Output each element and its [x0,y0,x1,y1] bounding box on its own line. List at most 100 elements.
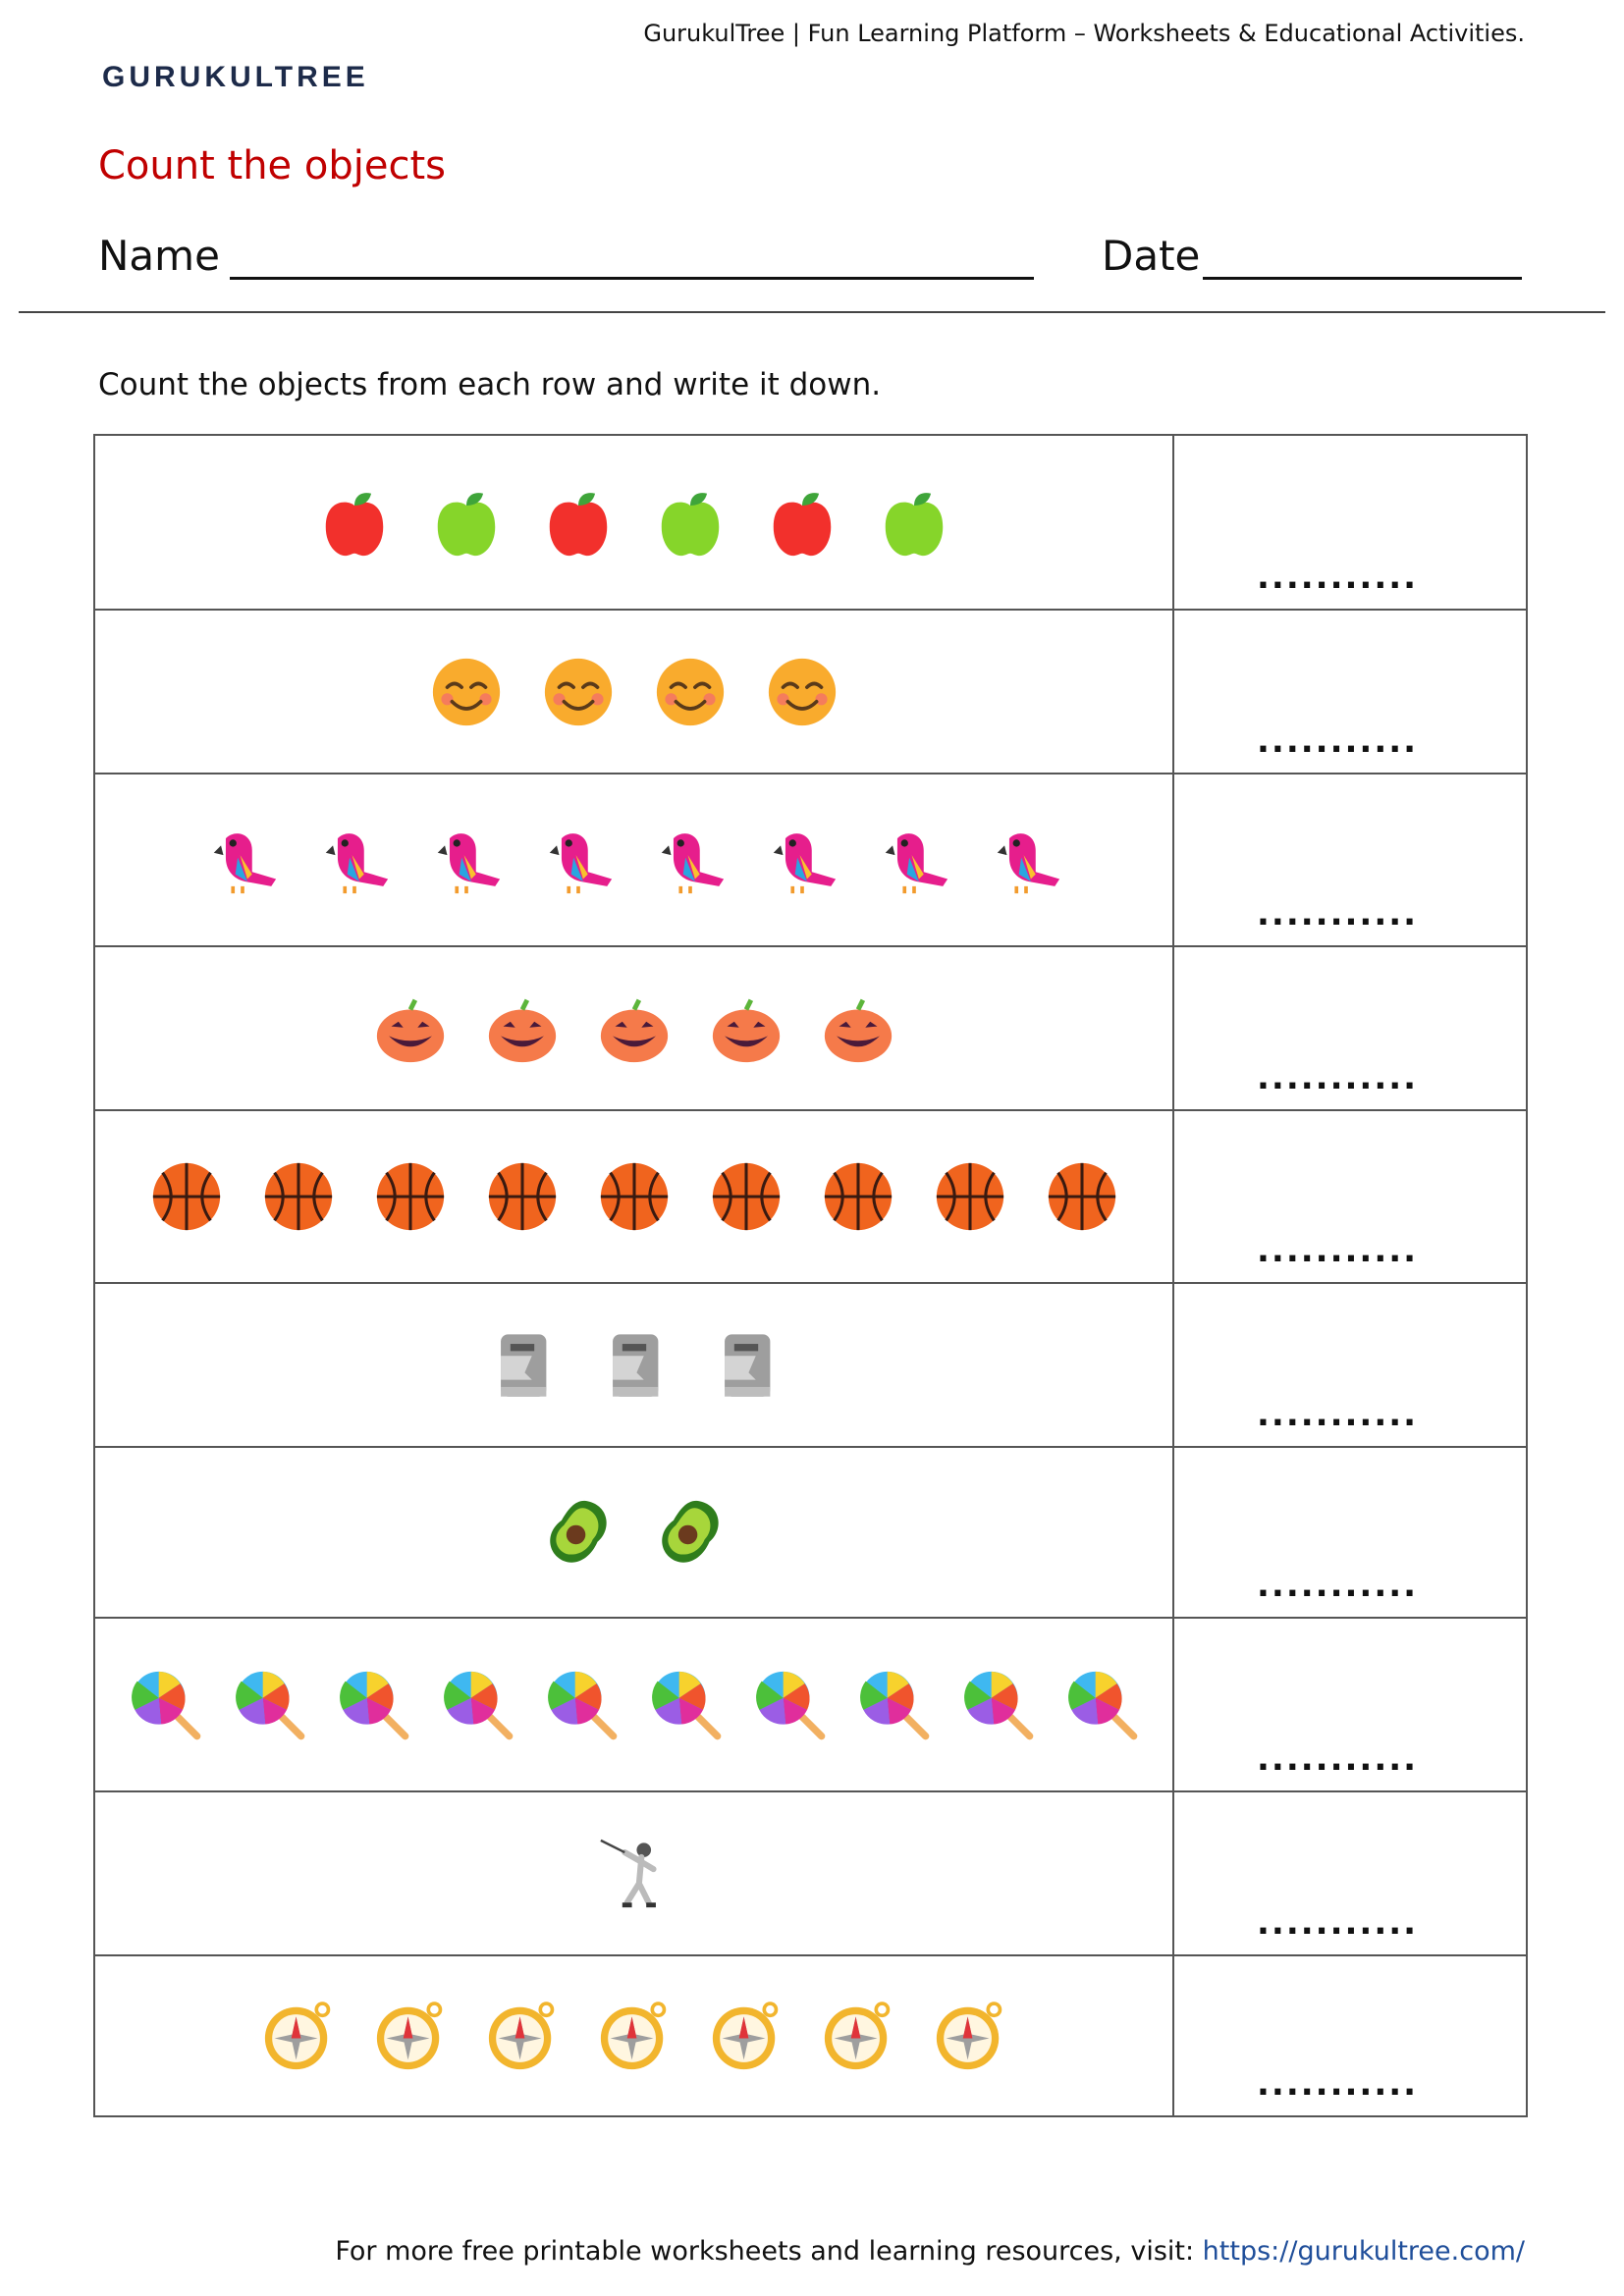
object-icon [316,484,393,561]
divider [19,311,1605,313]
object-icon [260,1158,337,1235]
object-icon [484,990,561,1067]
object-icon [316,822,393,898]
table-row: ........... [95,945,1526,1109]
object-icon [260,1998,337,2074]
object-icon [988,822,1064,898]
object-icon [764,654,840,730]
object-icon [652,654,729,730]
icon-cell [95,1448,1174,1617]
footer-link[interactable]: https://gurukultree.com/ [1202,2236,1525,2267]
answer-cell[interactable]: ........... [1174,947,1526,1109]
date-blank[interactable] [1203,277,1522,280]
table-row: ........... [95,1790,1526,1954]
object-icon [820,990,896,1067]
object-icon [372,990,449,1067]
answer-cell[interactable]: ........... [1174,1619,1526,1790]
object-icon [1064,1667,1141,1743]
name-blank[interactable] [230,277,1034,280]
answer-blank: ........... [1257,1903,1419,1943]
object-icon [596,1998,673,2074]
object-icon [336,1667,412,1743]
footer-text: For more free printable worksheets and l… [335,2236,1195,2267]
object-icon [428,654,505,730]
object-icon [652,822,729,898]
answer-cell[interactable]: ........... [1174,436,1526,609]
object-icon [540,822,617,898]
date-label: Date [1102,232,1201,280]
table-row: ........... [95,1954,1526,2115]
answer-cell[interactable]: ........... [1174,774,1526,945]
footer: For more free printable worksheets and l… [335,2236,1525,2267]
table-row: ........... [95,773,1526,945]
icon-cell [95,1956,1174,2115]
object-icon [596,1158,673,1235]
table-row: ........... [95,1446,1526,1617]
object-icon [204,822,281,898]
object-icon [820,1158,896,1235]
object-icon [764,822,840,898]
object-icon [708,1158,785,1235]
icon-cell [95,947,1174,1109]
name-label: Name [98,232,220,280]
answer-cell[interactable]: ........... [1174,1448,1526,1617]
answer-blank: ........... [1257,894,1419,934]
answer-blank: ........... [1257,2064,1419,2104]
object-icon [596,1836,673,1912]
table-row: ........... [95,1282,1526,1446]
object-icon [232,1667,308,1743]
header-tagline: GurukulTree | Fun Learning Platform – Wo… [643,20,1525,47]
answer-blank: ........... [1257,1395,1419,1434]
object-icon [856,1667,933,1743]
object-icon [932,1998,1008,2074]
object-icon [484,1998,561,2074]
icon-cell [95,1792,1174,1954]
object-icon [708,1327,785,1404]
object-icon [128,1667,204,1743]
object-icon [752,1667,829,1743]
icon-cell [95,1619,1174,1790]
object-icon [484,1158,561,1235]
answer-blank: ........... [1257,1566,1419,1605]
object-icon [540,484,617,561]
object-icon [960,1667,1037,1743]
table-row: ........... [95,1617,1526,1790]
object-icon [428,822,505,898]
object-icon [372,1998,449,2074]
answer-cell[interactable]: ........... [1174,611,1526,773]
object-icon [652,1494,729,1571]
object-icon [484,1327,561,1404]
answer-blank: ........... [1257,1058,1419,1097]
instruction: Count the objects from each row and writ… [98,367,882,402]
icon-cell [95,436,1174,609]
logo[interactable]: GURUKULTREE [102,61,369,93]
object-icon [764,484,840,561]
answer-blank: ........... [1257,1231,1419,1270]
answer-blank: ........... [1257,721,1419,761]
object-icon [540,654,617,730]
answer-cell[interactable]: ........... [1174,1792,1526,1954]
answer-cell[interactable]: ........... [1174,1956,1526,2115]
object-icon [428,484,505,561]
worksheet-title: Count the objects [98,143,446,188]
icon-cell [95,1111,1174,1282]
answer-blank: ........... [1257,1739,1419,1779]
object-icon [932,1158,1008,1235]
object-icon [820,1998,896,2074]
table-row: ........... [95,609,1526,773]
object-icon [596,1327,673,1404]
answer-blank: ........... [1257,558,1419,597]
object-icon [372,1158,449,1235]
answer-cell[interactable]: ........... [1174,1111,1526,1282]
object-icon [876,822,952,898]
answer-cell[interactable]: ........... [1174,1284,1526,1446]
table-row: ........... [95,1109,1526,1282]
object-icon [708,1998,785,2074]
object-icon [440,1667,516,1743]
object-icon [596,990,673,1067]
icon-cell [95,611,1174,773]
icon-cell [95,1284,1174,1446]
object-icon [540,1494,617,1571]
object-icon [1044,1158,1120,1235]
